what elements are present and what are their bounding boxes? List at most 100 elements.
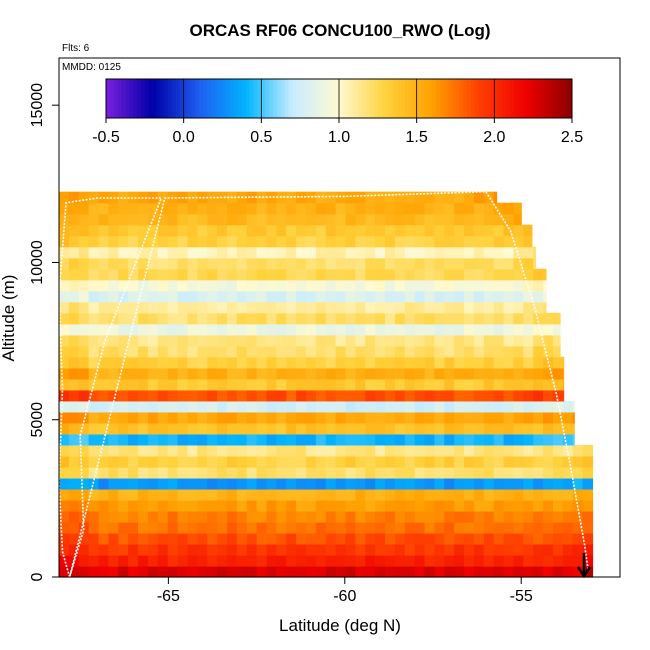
heat-cell (276, 488, 287, 501)
heat-cell (207, 202, 218, 215)
heat-cell (246, 389, 258, 402)
heat-cell (523, 400, 534, 413)
heat-cell (177, 477, 189, 490)
heat-cell (552, 323, 561, 336)
heat-cell (552, 543, 564, 556)
heat-cell (365, 433, 376, 446)
heat-cell (414, 411, 426, 424)
heat-cell (147, 290, 159, 303)
heat-cell (59, 378, 70, 391)
heat-cell (226, 433, 238, 446)
heat-cell (128, 411, 139, 424)
heat-cell (88, 554, 100, 567)
heat-cell (187, 334, 198, 347)
heat-cell (305, 202, 317, 215)
heat-cell (286, 433, 297, 446)
heat-cell (562, 499, 574, 512)
heat-cell (256, 532, 268, 545)
heat-cell (543, 510, 554, 523)
heat-cell (59, 290, 70, 303)
heat-cell (226, 279, 238, 292)
heat-cell (59, 444, 70, 457)
heat-cell (414, 466, 426, 479)
heat-cell (256, 246, 268, 259)
heat-cell (315, 345, 327, 358)
heat-cell (335, 202, 347, 215)
heat-cell (138, 312, 149, 325)
heat-cell (217, 279, 228, 292)
heat-cell (217, 444, 228, 457)
heat-cell (296, 312, 307, 325)
heat-cell (138, 433, 149, 446)
heat-cell (315, 565, 327, 578)
heat-cell (59, 334, 70, 347)
heat-cell (276, 543, 287, 556)
heat-cell (128, 488, 139, 501)
colorbar-swatch (490, 79, 495, 118)
heat-cell (572, 466, 584, 479)
heat-cell (355, 224, 366, 237)
heat-cell (296, 268, 307, 281)
heat-cell (157, 433, 169, 446)
heat-cell (59, 521, 70, 534)
heat-cell (286, 290, 297, 303)
heat-cell (315, 224, 327, 237)
x-axis-label: Latitude (deg N) (279, 616, 401, 635)
heat-cell (246, 543, 258, 556)
heat-cell (276, 312, 287, 325)
heat-cell (138, 532, 149, 545)
heat-cell (335, 455, 347, 468)
heat-cell (305, 290, 317, 303)
heat-cell (394, 213, 406, 226)
heat-cell (404, 246, 416, 259)
heat-cell (355, 191, 366, 204)
heat-cell (345, 279, 356, 292)
heat-cell (345, 444, 356, 457)
colorbar-swatch (230, 79, 235, 118)
heat-cell (335, 290, 347, 303)
heat-cell (256, 367, 268, 380)
heat-cell (246, 257, 258, 270)
heat-cell (128, 554, 139, 567)
heat-cell (128, 213, 139, 226)
heat-cell (414, 455, 426, 468)
heat-cell (582, 510, 594, 523)
heat-cell (226, 554, 238, 567)
heat-cell (404, 345, 416, 358)
heat-cell (493, 323, 505, 336)
heat-cell (59, 389, 70, 402)
heat-cell (464, 356, 475, 369)
heat-cell (118, 257, 129, 270)
colorbar-swatch (556, 79, 561, 118)
heat-cell (167, 301, 179, 314)
heat-cell (246, 422, 258, 435)
heat-cell (503, 279, 515, 292)
heat-cell (177, 422, 189, 435)
heat-cell (266, 191, 277, 204)
heat-cell (108, 433, 119, 446)
heat-cell (543, 279, 547, 292)
heat-cell (187, 224, 198, 237)
heat-cell (404, 444, 416, 457)
colorbar-swatch (218, 79, 223, 118)
heat-cell (78, 279, 90, 292)
heat-cell (207, 279, 218, 292)
heat-cell (187, 565, 198, 578)
colorbar-swatch (564, 79, 569, 118)
heat-cell (197, 466, 208, 479)
colorbar-swatch (436, 79, 441, 118)
heat-cell (236, 345, 248, 358)
heat-cell (454, 213, 465, 226)
heat-cell (365, 554, 376, 567)
heat-cell (375, 235, 386, 248)
heat-cell (246, 433, 258, 446)
heat-cell (483, 488, 495, 501)
heat-cell (246, 499, 258, 512)
heat-cell (424, 279, 436, 292)
heat-cell (503, 422, 515, 435)
heat-cell (315, 301, 327, 314)
heat-cell (375, 411, 386, 424)
heat-cell (325, 191, 337, 204)
heat-cell (365, 455, 376, 468)
heat-cell (286, 466, 297, 479)
